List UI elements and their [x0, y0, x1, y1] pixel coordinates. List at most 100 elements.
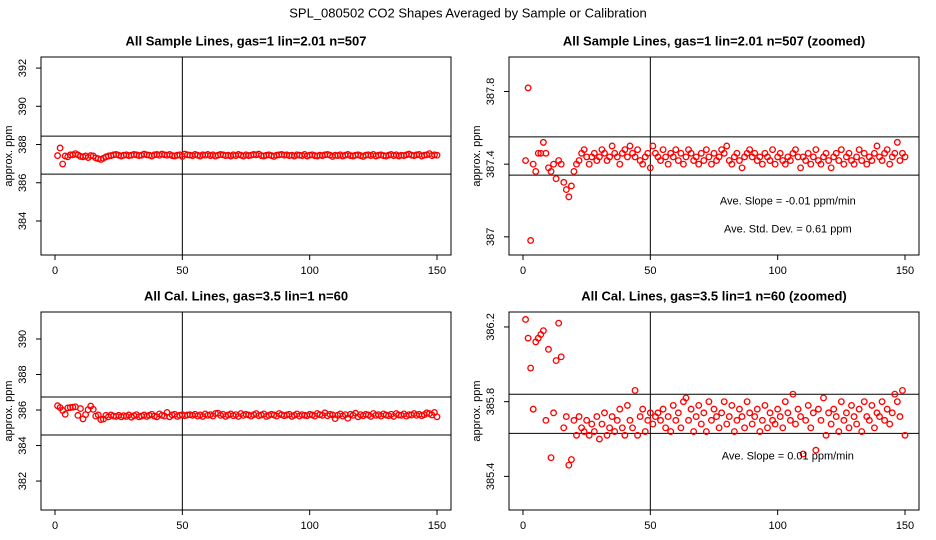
- point: [781, 160, 789, 168]
- point: [522, 316, 530, 323]
- point: [430, 151, 438, 159]
- point: [672, 416, 680, 424]
- point: [794, 405, 802, 413]
- x-tick-label: 0: [52, 265, 58, 277]
- point: [863, 160, 871, 168]
- point: [573, 431, 580, 439]
- x-tick-label: 100: [768, 520, 786, 532]
- point: [649, 142, 657, 150]
- x-tick-label: 50: [644, 520, 656, 532]
- y-axis-label: approx. ppm: [3, 380, 15, 441]
- x-tick-label: 150: [428, 265, 446, 277]
- point: [870, 149, 878, 157]
- point: [883, 405, 891, 413]
- point: [758, 416, 766, 424]
- y-tick-label: 387: [485, 228, 497, 246]
- panel-title: All Sample Lines, gas=1 lin=2.01 n=507 (…: [563, 33, 865, 48]
- point: [606, 153, 614, 161]
- point: [708, 416, 715, 424]
- point: [827, 164, 835, 172]
- point: [850, 160, 858, 168]
- point: [585, 160, 593, 168]
- point: [662, 153, 670, 161]
- point: [695, 401, 703, 409]
- annotation: Ave. Slope = 0.01 ppm/min: [722, 450, 854, 462]
- point: [797, 413, 805, 421]
- point: [883, 146, 891, 154]
- point: [662, 424, 670, 432]
- point: [616, 160, 624, 168]
- x-tick-label: 50: [176, 520, 188, 532]
- point: [845, 149, 853, 157]
- point: [840, 160, 848, 168]
- point: [654, 409, 662, 417]
- point: [774, 405, 782, 413]
- y-tick-label: 388: [17, 135, 29, 153]
- point: [527, 364, 535, 372]
- point: [868, 157, 876, 164]
- point: [733, 416, 741, 424]
- point: [674, 157, 682, 164]
- point: [741, 424, 749, 432]
- point: [555, 319, 563, 327]
- point: [692, 413, 700, 421]
- point: [715, 424, 723, 432]
- point: [792, 146, 799, 154]
- point: [809, 153, 817, 161]
- point: [710, 149, 718, 157]
- point: [547, 454, 555, 462]
- point: [771, 160, 779, 168]
- point: [878, 157, 886, 164]
- point: [700, 409, 708, 417]
- annotation: Ave. Slope = -0.01 ppm/min: [720, 195, 856, 207]
- point: [664, 160, 672, 168]
- point: [860, 149, 868, 157]
- point: [832, 413, 840, 421]
- point: [583, 416, 591, 424]
- point: [876, 413, 883, 421]
- point: [603, 431, 611, 439]
- point: [657, 157, 664, 164]
- point: [61, 410, 69, 418]
- point: [738, 413, 746, 421]
- point: [702, 428, 710, 435]
- point: [565, 193, 573, 201]
- point: [751, 149, 759, 157]
- x-tick-label: 50: [176, 265, 188, 277]
- point: [669, 401, 677, 409]
- point: [840, 416, 848, 424]
- point: [756, 153, 764, 161]
- point: [539, 138, 547, 146]
- point: [687, 149, 695, 157]
- point: [611, 428, 619, 435]
- point: [725, 413, 733, 421]
- point: [865, 416, 873, 424]
- point: [858, 428, 866, 435]
- point: [825, 409, 833, 417]
- point: [743, 398, 751, 406]
- point: [786, 416, 794, 424]
- point: [764, 424, 771, 432]
- y-tick-label: 390: [17, 97, 29, 115]
- point: [644, 416, 652, 424]
- point: [845, 424, 853, 432]
- plot-frame: [40, 311, 452, 511]
- point: [799, 450, 807, 458]
- point: [606, 424, 614, 432]
- point: [522, 157, 530, 164]
- point: [588, 420, 596, 428]
- point: [570, 416, 578, 424]
- point: [697, 149, 705, 157]
- point: [616, 405, 624, 413]
- point: [817, 160, 825, 168]
- point: [807, 160, 815, 168]
- point: [746, 409, 754, 417]
- point: [853, 153, 861, 161]
- point: [848, 401, 855, 409]
- point: [601, 409, 608, 417]
- point: [565, 461, 573, 469]
- point: [524, 84, 532, 92]
- point: [888, 409, 896, 417]
- point: [901, 153, 909, 161]
- point: [855, 146, 863, 154]
